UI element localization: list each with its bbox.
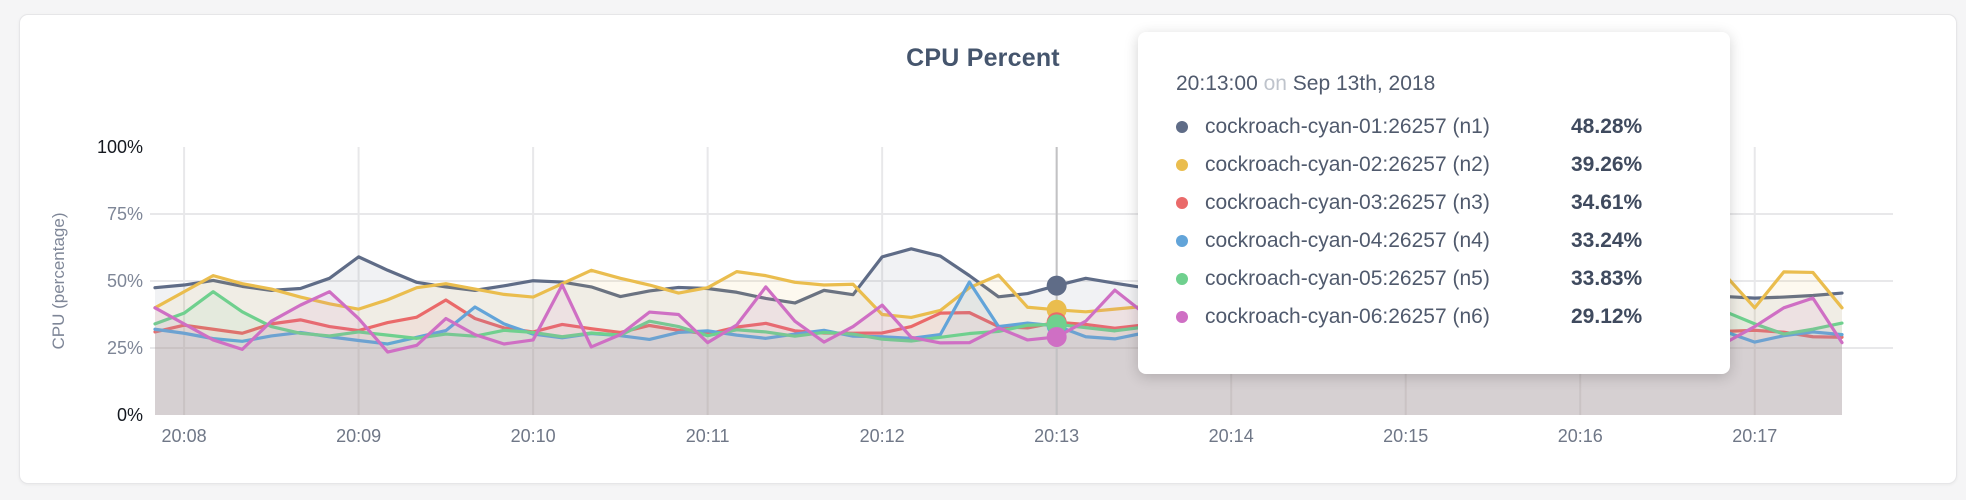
hover-dot-n1 (1046, 275, 1067, 296)
chart-title: CPU Percent (906, 44, 1060, 72)
tooltip-series-row: cockroach-cyan-01:26257 (n1) 48.28% (1176, 108, 1702, 146)
tooltip-series-value: 29.12% (1571, 305, 1643, 328)
y-tick-label: 100% (96, 137, 143, 157)
tooltip-on-word: on (1263, 72, 1287, 95)
series-area-n5 (155, 291, 1842, 415)
hover-dot-n6 (1046, 326, 1067, 347)
tooltip-series-value: 33.83% (1571, 267, 1643, 290)
series-color-dot-icon (1176, 273, 1188, 285)
tooltip-series-value: 48.28% (1571, 115, 1643, 138)
tooltip-series-row: cockroach-cyan-05:26257 (n5) 33.83% (1176, 260, 1702, 298)
tooltip-series-name: cockroach-cyan-01:26257 (n1) (1205, 115, 1490, 138)
tooltip-series-name: cockroach-cyan-04:26257 (n4) (1205, 229, 1490, 252)
tooltip-series-row: cockroach-cyan-03:26257 (n3) 34.61% (1176, 184, 1702, 222)
tooltip-series-value: 39.26% (1571, 153, 1643, 176)
tooltip-series-name: cockroach-cyan-06:26257 (n6) (1205, 305, 1490, 328)
tooltip-series-value: 34.61% (1571, 191, 1643, 214)
series-color-dot-icon (1176, 235, 1188, 247)
x-tick-label: 20:10 (510, 426, 556, 446)
series-color-dot-icon (1176, 197, 1188, 209)
y-tick-label: 25% (106, 338, 143, 358)
x-tick-label: 20:16 (1557, 426, 1603, 446)
tooltip-series-value: 33.24% (1571, 229, 1643, 252)
tooltip-series-row: cockroach-cyan-06:26257 (n6) 29.12% (1176, 298, 1702, 336)
series-color-dot-icon (1176, 159, 1188, 171)
x-tick-label: 20:09 (336, 426, 382, 446)
tooltip-series-list: cockroach-cyan-01:26257 (n1) 48.28% cockro… (1176, 108, 1702, 336)
x-tick-label: 20:17 (1732, 426, 1778, 446)
series-color-dot-icon (1176, 311, 1188, 323)
hover-tooltip: 20:13:00 on Sep 13th, 2018 cockroach-cya… (1138, 32, 1730, 374)
x-tick-label: 20:14 (1208, 426, 1254, 446)
x-tick-label: 20:11 (685, 426, 730, 446)
x-tick-label: 20:15 (1383, 426, 1429, 446)
x-tick-label: 20:13 (1034, 426, 1080, 446)
y-tick-label: 0% (116, 405, 143, 425)
tooltip-series-row: cockroach-cyan-04:26257 (n4) 33.24% (1176, 222, 1702, 260)
y-tick-label: 75% (106, 204, 143, 224)
tooltip-series-name: cockroach-cyan-02:26257 (n2) (1205, 153, 1490, 176)
series-area-n2 (155, 270, 1842, 415)
tooltip-time: 20:13:00 (1176, 72, 1258, 95)
tooltip-timestamp: 20:13:00 on Sep 13th, 2018 (1176, 72, 1702, 96)
tooltip-series-name: cockroach-cyan-03:26257 (n3) (1205, 191, 1490, 214)
y-tick-label: 50% (106, 271, 143, 291)
tooltip-series-row: cockroach-cyan-02:26257 (n2) 39.26% (1176, 146, 1702, 184)
tooltip-date: Sep 13th, 2018 (1292, 72, 1436, 95)
series-area-n4 (155, 282, 1842, 415)
x-tick-label: 20:12 (859, 426, 905, 446)
series-color-dot-icon (1176, 121, 1188, 133)
tooltip-series-name: cockroach-cyan-05:26257 (n5) (1205, 267, 1490, 290)
x-tick-label: 20:08 (161, 426, 207, 446)
